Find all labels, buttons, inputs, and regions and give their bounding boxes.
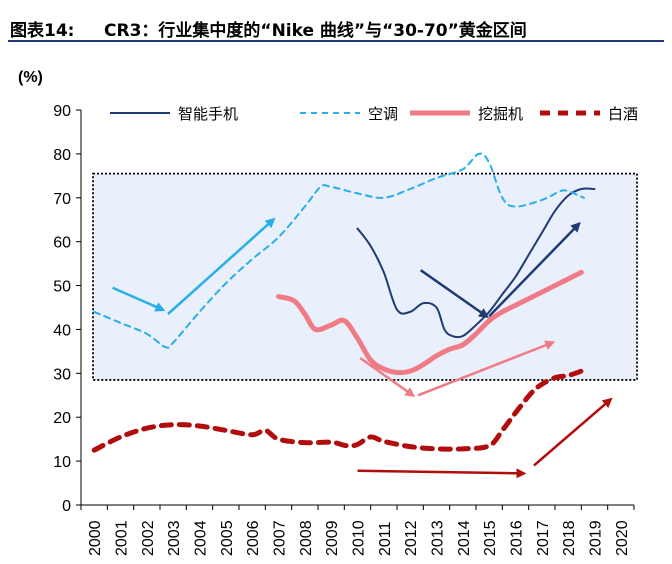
legend-label-3: 白酒 <box>608 105 638 123</box>
x-tick-label: 2004 <box>193 520 210 556</box>
y-tick-label: 10 <box>53 454 71 471</box>
figure-title-bar: 图表14: CR3：行业集中度的“Nike 曲线”与“30-70”黄金区间 <box>8 14 664 42</box>
annotation-arrow-7 <box>533 397 613 467</box>
x-tick-label: 2012 <box>403 520 420 556</box>
annotation-arrow-2 <box>419 269 489 318</box>
x-tick-label: 2010 <box>351 520 368 556</box>
y-tick-label: 0 <box>62 498 71 515</box>
legend-label-0: 智能手机 <box>178 105 238 123</box>
legend-label-2: 挖掘机 <box>478 105 523 123</box>
x-tick-label: 2017 <box>535 520 552 556</box>
legend-label-1: 空调 <box>368 105 398 123</box>
y-tick-label: 40 <box>53 322 71 339</box>
x-tick-label: 2020 <box>614 520 631 556</box>
x-tick-label: 2019 <box>588 520 605 556</box>
x-tick-label: 2001 <box>114 520 131 556</box>
annotation-arrow-3 <box>488 221 581 318</box>
x-tick-label: 2011 <box>377 521 394 556</box>
x-tick-label: 2005 <box>219 520 236 556</box>
series-layer <box>91 152 596 453</box>
x-tick-label: 2000 <box>87 520 104 556</box>
annotation-arrow-1 <box>167 217 276 316</box>
figure-title: CR3：行业集中度的“Nike 曲线”与“30-70”黄金区间 <box>104 21 527 41</box>
y-tick-label: 50 <box>53 279 71 296</box>
series-line-0 <box>356 187 596 339</box>
annotation-arrow-0 <box>112 286 166 312</box>
axes-layer: 0 10 20 30 40 50 60 70 80 90 2000 2001 2002 2003 2004 2… <box>53 103 635 556</box>
annotation-arrows-layer <box>112 217 613 479</box>
y-tick-label: 90 <box>53 103 71 120</box>
x-tick-label: 2008 <box>298 520 315 556</box>
annotation-arrow-4 <box>359 356 416 398</box>
x-tick-label: 2018 <box>561 520 578 556</box>
annotation-arrow-5 <box>417 340 556 397</box>
x-tick-label: 2014 <box>456 520 473 556</box>
annotation-arrow-6 <box>357 468 527 479</box>
legend: 智能手机 空调 挖掘机 白酒 <box>110 105 638 123</box>
x-tick-label: 2009 <box>324 520 341 556</box>
y-tick-label: 70 <box>53 191 71 208</box>
y-axis-unit: (%) <box>18 69 43 86</box>
x-tick-label: 2016 <box>509 520 526 556</box>
x-tick-label: 2003 <box>166 520 183 556</box>
x-tick-label: 2007 <box>272 520 289 556</box>
y-tick-label: 30 <box>53 366 71 383</box>
y-tick-label: 80 <box>53 147 71 164</box>
x-tick-label: 2002 <box>140 520 157 556</box>
series-line-2 <box>276 269 584 376</box>
x-tick-label: 2006 <box>245 520 262 556</box>
figure-label: 图表14: <box>10 21 75 41</box>
y-tick-label: 20 <box>53 410 71 427</box>
y-tick-label: 60 <box>53 235 71 252</box>
x-tick-label: 2013 <box>430 520 447 556</box>
series-line-1 <box>93 152 585 349</box>
series-line-3 <box>91 368 584 453</box>
x-tick-label: 2015 <box>482 520 499 556</box>
